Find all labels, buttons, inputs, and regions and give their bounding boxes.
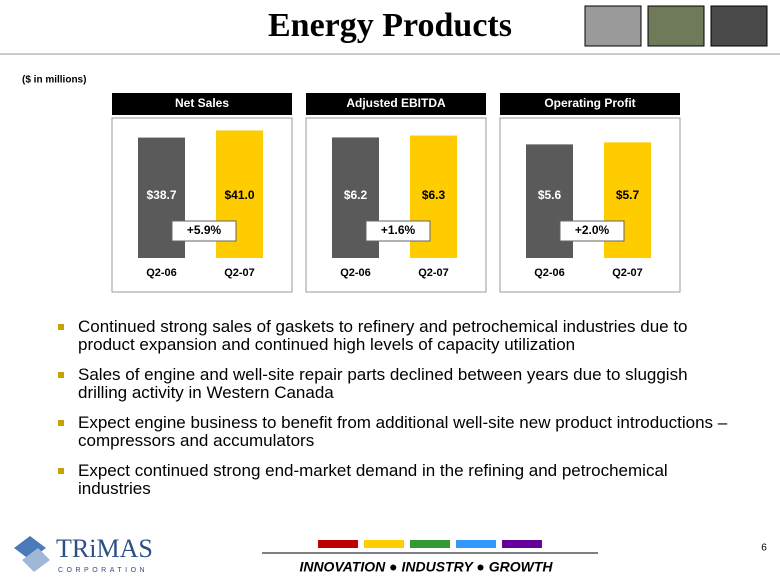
unit-note: ($ in millions) [22,75,86,86]
logo-name: TRiMAS [56,534,153,563]
bullet-text: Continued strong sales of gaskets to ref… [78,317,688,354]
bullet-item: Expect continued strong end-market deman… [58,462,728,498]
x-tick-label: Q2-07 [612,267,643,279]
change-box [559,220,625,242]
bullet-text: Expect engine business to benefit from a… [78,413,728,450]
color-swatch [318,540,358,548]
bullet-text: Expect continued strong end-market deman… [78,461,668,498]
charts: Net Sales $38.7 Q2-06 $41.0 Q2-07 +5.9% Adjust… [111,93,681,293]
value-label: $41.0 [224,188,254,202]
chart-header [112,93,292,115]
photo-thumbnail [710,5,768,47]
chart-title: Adjusted EBITDA [346,96,446,110]
page-number: 6 [761,543,767,554]
x-tick-label: Q2-07 [224,267,255,279]
footer: TRiMAS CORPORATION INNOVATION ● INDUSTRY… [14,534,767,575]
bullet-item: Continued strong sales of gaskets to ref… [58,318,728,354]
bullet-marker [58,468,64,474]
change-label: +1.6% [381,223,416,237]
value-label: $38.7 [146,188,176,202]
chart-header [306,93,486,115]
bullet-marker [58,324,64,330]
color-swatch [456,540,496,548]
chart-title: Operating Profit [544,96,635,110]
value-label: $6.3 [422,188,446,202]
chart-title: Net Sales [175,96,229,110]
change-box [365,220,431,242]
change-label: +2.0% [575,223,610,237]
bullet-marker [58,372,64,378]
bullet-text: Sales of engine and well-site repair par… [78,365,688,402]
x-tick-label: Q2-06 [146,267,177,279]
color-swatch [410,540,450,548]
value-label: $6.2 [344,188,368,202]
bullet-item: Expect engine business to benefit from a… [58,414,728,450]
color-swatch [364,540,404,548]
chart-header [500,93,680,115]
x-tick-label: Q2-07 [418,267,449,279]
tagline: INNOVATION ● INDUSTRY ● GROWTH [299,559,553,575]
slide-title: Energy Products [268,7,512,44]
photo-thumbnail [647,5,705,47]
x-tick-label: Q2-06 [340,267,371,279]
logo-sub: CORPORATION [58,567,148,574]
logo-mark [22,548,50,572]
color-swatch [502,540,542,548]
photo-thumbnail [584,5,642,47]
value-label: $5.6 [538,188,562,202]
change-box [171,220,237,242]
value-label: $5.7 [616,188,640,202]
bullet-item: Sales of engine and well-site repair par… [58,366,728,402]
bullet-marker [58,420,64,426]
x-tick-label: Q2-06 [534,267,565,279]
bullet-list: Continued strong sales of gaskets to ref… [58,318,728,510]
change-label: +5.9% [187,223,222,237]
